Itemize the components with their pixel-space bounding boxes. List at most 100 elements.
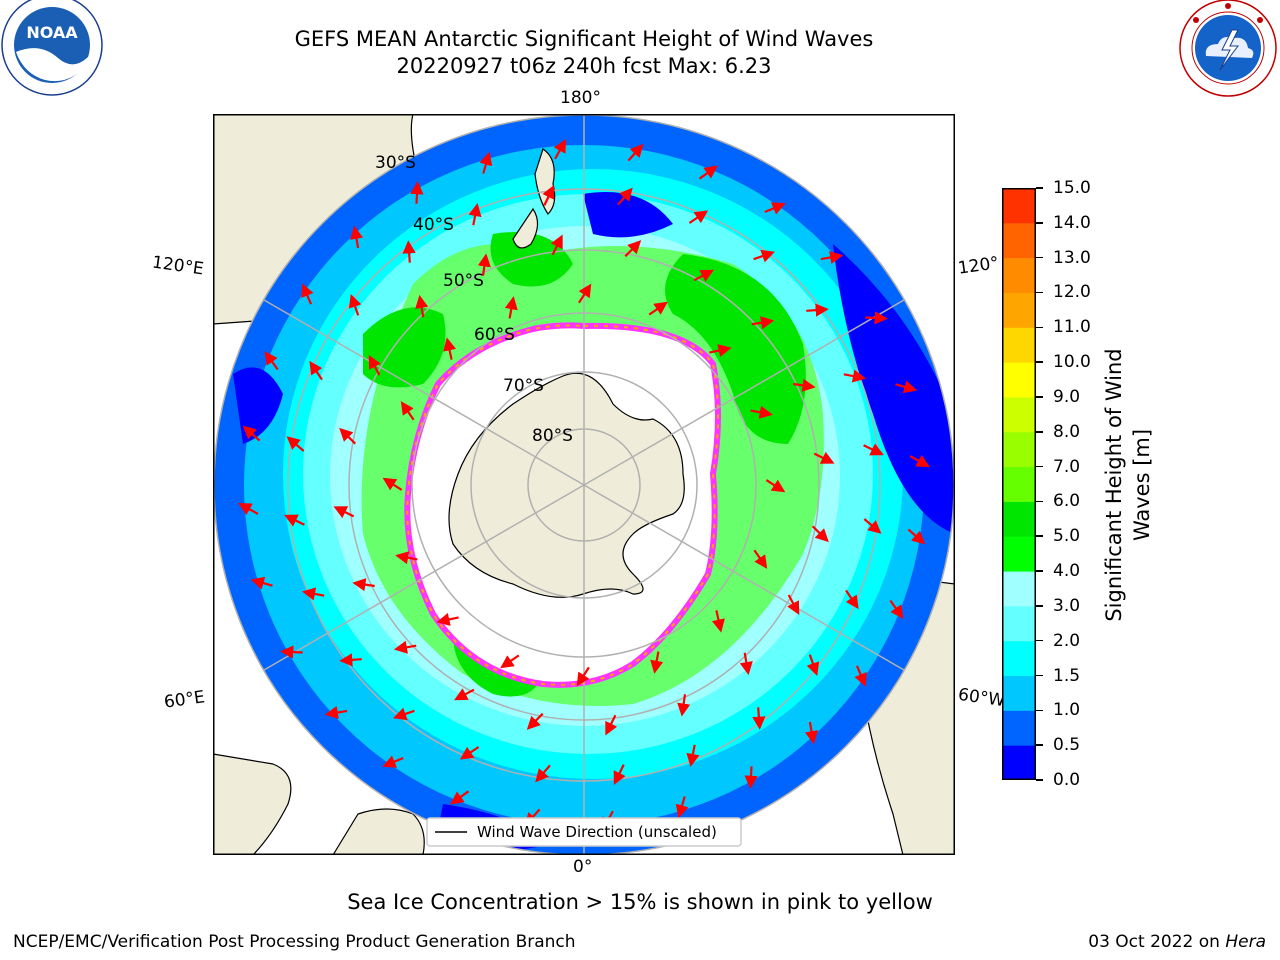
wave-direction-arrow	[477, 253, 491, 276]
wave-direction-arrow	[709, 344, 732, 358]
colorbar-tick-mark	[1036, 605, 1043, 607]
wave-direction-arrow	[339, 427, 357, 445]
wave-direction-arrow	[535, 764, 551, 783]
wave-direction-arrow	[450, 790, 470, 805]
lon-label-60w: 60°W	[956, 684, 1007, 712]
wave-direction-arrow	[750, 405, 773, 419]
wave-direction-arrow	[863, 443, 884, 456]
wave-direction-arrow	[650, 651, 664, 674]
colorbar-title-line2: Waves [m]	[1130, 428, 1154, 542]
wave-direction-arrow	[688, 210, 709, 224]
footer-branch: NCEP/EMC/Verification Post Processing Pr…	[13, 932, 576, 952]
wave-direction-arrow	[443, 337, 457, 360]
colorbar-tick-label: 12.0	[1053, 282, 1091, 303]
wave-direction-arrow	[753, 549, 768, 569]
colorbar-segment	[1002, 222, 1036, 259]
wave-direction-arrow	[436, 612, 459, 626]
colorbar-tick-mark	[1036, 361, 1043, 363]
lon-label-120w: 120°	[956, 253, 1001, 279]
colorbar-tick-mark	[1036, 639, 1043, 642]
wave-direction-arrow	[264, 351, 279, 371]
colorbar-tick-mark	[1036, 326, 1043, 329]
colorbar	[1002, 188, 1036, 780]
colorbar-segment	[1002, 362, 1036, 398]
wave-direction-arrow	[578, 283, 592, 304]
land-new-zealand-south	[512, 207, 539, 249]
wave-direction-arrow	[711, 610, 725, 633]
nws-logo	[1179, 0, 1277, 97]
footer-date: 03 Oct 2022 on Hera	[1088, 932, 1266, 952]
colorbar-tick-mark	[1036, 500, 1043, 503]
colorbar-tick-label: 1.0	[1053, 700, 1081, 721]
colorbar-tick-label: 11.0	[1053, 317, 1091, 338]
colorbar-tick-label: 2.0	[1053, 630, 1081, 651]
wave-direction-arrow	[605, 714, 618, 736]
colorbar-tick-label: 0.0	[1053, 770, 1081, 790]
wave-direction-arrow	[459, 746, 480, 760]
colorbar-tick-mark	[1036, 465, 1043, 468]
wave-direction-arrow	[553, 139, 567, 160]
polar-stereographic-map: 30°S 40°S 50°S 60°S 70°S 80°S Wind Wave …	[213, 114, 955, 855]
wave-direction-arrow	[468, 202, 482, 226]
wave-direction-arrow	[693, 269, 714, 282]
wave-direction-arrow	[675, 796, 689, 819]
wave-direction-arrow	[889, 599, 904, 619]
colorbar-tick-mark	[1036, 291, 1043, 294]
wave-direction-arrow	[752, 707, 766, 730]
wave-direction-arrow	[415, 294, 429, 318]
sea-ice-note: Sea Ice Concentration > 15% is shown in …	[347, 890, 933, 914]
wave-direction-arrow	[526, 712, 544, 730]
colorbar-title-line1: Significant Height of Wind	[1102, 348, 1126, 622]
wave-direction-arrow	[806, 654, 820, 676]
wave-direction-arrow	[280, 645, 303, 659]
wave-direction-arrow	[301, 283, 314, 305]
colorbar-tick-mark	[1036, 256, 1043, 259]
wave-direction-arrow	[806, 303, 829, 317]
wave-direction-arrow	[764, 202, 786, 215]
wave-direction-arrow	[909, 454, 930, 468]
colorbar-segment	[1002, 640, 1036, 677]
lon-label-0: 0°	[573, 857, 593, 877]
lat-label-40s: 40°S	[413, 215, 454, 235]
wave-direction-arrow	[395, 551, 418, 565]
colorbar-segment	[1002, 292, 1036, 328]
wave-direction-arrow	[739, 652, 753, 676]
colorbar-tick-mark	[1036, 779, 1043, 781]
lat-label-80s: 80°S	[532, 426, 573, 446]
colorbar-tick-label: 14.0	[1053, 212, 1091, 233]
wave-direction-arrow	[382, 477, 403, 491]
colorbar-segment	[1002, 257, 1036, 293]
colorbar-tick-mark	[1036, 431, 1043, 433]
lat-label-60s: 60°S	[474, 325, 515, 345]
colorbar-tick-label: 10.0	[1053, 352, 1091, 373]
graticule	[213, 114, 955, 855]
colorbar-segment	[1002, 710, 1036, 746]
wave-direction-arrow	[863, 518, 882, 534]
wave-direction-arrow	[907, 528, 926, 545]
wave-direction-arrow	[410, 181, 424, 204]
lon-label-120e: 120°E	[150, 252, 205, 280]
colorbar-tick-label: 7.0	[1053, 456, 1081, 477]
wave-direction-arrow	[624, 240, 642, 258]
colorbar-segment	[1002, 536, 1036, 572]
colorbar-segment	[1002, 396, 1036, 433]
lon-label-60e: 60°E	[162, 687, 207, 713]
colorbar-tick-mark	[1036, 570, 1043, 572]
wave-direction-arrow	[765, 479, 786, 493]
noaa-logo: NOAA	[1, 0, 103, 96]
wave-direction-arrow	[751, 316, 775, 330]
wave-direction-arrow	[686, 744, 700, 768]
wave-direction-arrow	[793, 378, 816, 392]
wave-direction-arrow	[753, 249, 775, 263]
wave-direction-arrow	[504, 296, 518, 319]
colorbar-segment	[1002, 327, 1036, 363]
colorbar-tick-mark	[1036, 744, 1043, 746]
colorbar-segment	[1002, 605, 1036, 642]
wave-direction-arrow	[286, 436, 305, 452]
chart-title: GEFS MEAN Antarctic Significant Height o…	[294, 27, 874, 51]
wave-direction-arrow	[368, 355, 381, 376]
wave-direction-arrow	[500, 654, 520, 669]
lon-label-180: 180°	[560, 88, 601, 108]
wave-direction-arrow	[804, 721, 819, 745]
wave-direction-arrow	[349, 225, 364, 249]
